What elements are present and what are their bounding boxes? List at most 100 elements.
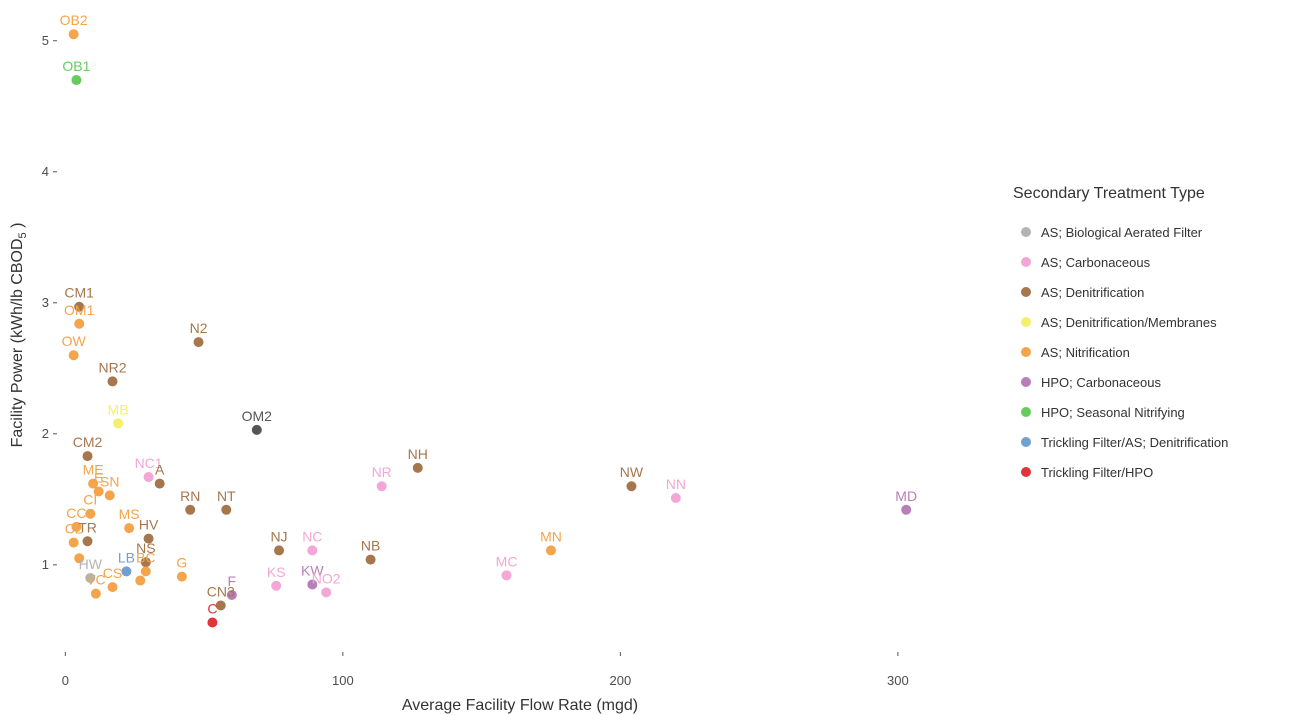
x-tick-label: 200 <box>610 673 632 688</box>
point-label: VC <box>86 572 105 588</box>
data-point <box>501 570 512 581</box>
legend-label: AS; Carbonaceous <box>1041 254 1151 270</box>
legend-label: HPO; Seasonal Nitrifying <box>1041 404 1185 420</box>
data-point <box>221 504 232 515</box>
point-label: KS <box>267 564 286 580</box>
data-point <box>82 536 93 547</box>
data-points <box>68 29 912 628</box>
y-tick-label: 3 <box>42 295 49 310</box>
legend-label: AS; Denitrification <box>1041 284 1145 300</box>
data-point <box>274 545 285 556</box>
data-point <box>71 521 82 532</box>
data-point <box>307 545 318 556</box>
data-point <box>88 478 99 489</box>
y-tick-label: 2 <box>42 426 49 441</box>
point-label: RN <box>180 488 200 504</box>
point-label: CC <box>66 505 86 521</box>
legend-items: AS; Biological Aerated Filter AS; Carbona… <box>1013 217 1228 487</box>
point-label: TR <box>78 519 97 535</box>
point-label: SN <box>100 473 119 489</box>
data-point <box>412 462 423 473</box>
data-point <box>104 490 115 501</box>
data-point <box>85 508 96 519</box>
point-label: OB2 <box>60 12 88 28</box>
y-tick-label: 5 <box>42 33 49 48</box>
point-label: OM2 <box>242 408 273 424</box>
data-point <box>670 493 681 504</box>
point-label: CI <box>83 492 97 508</box>
data-point <box>143 533 154 544</box>
data-point <box>135 575 146 586</box>
legend-item: Trickling Filter/AS; Denitrification <box>1013 427 1228 457</box>
x-axis-title: Average Facility Flow Rate (mgd) <box>402 697 638 714</box>
data-point <box>271 580 282 591</box>
data-point <box>107 376 118 387</box>
point-label: NN <box>666 476 686 492</box>
data-point <box>71 75 82 86</box>
legend-swatch <box>1021 317 1031 327</box>
point-label: NS <box>136 540 155 556</box>
legend-item: AS; Carbonaceous <box>1013 247 1228 277</box>
legend-item: AS; Biological Aerated Filter <box>1013 217 1228 247</box>
point-label: NT <box>217 488 236 504</box>
data-point <box>124 523 135 534</box>
legend: Secondary Treatment Type AS; Biological … <box>1013 185 1228 487</box>
data-point <box>93 486 104 497</box>
legend-swatch <box>1021 227 1031 237</box>
data-point <box>68 29 79 40</box>
data-point <box>207 617 218 628</box>
point-label: MN <box>540 528 562 544</box>
point-label: HW <box>79 556 103 572</box>
y-axis-title: Facility Power (kWh/lb CBOD5 ) <box>9 223 29 448</box>
point-label: LB <box>118 549 135 565</box>
y-axis: 1 2 3 4 5 <box>42 33 57 572</box>
data-point <box>85 572 96 583</box>
legend-swatch <box>1021 287 1031 297</box>
point-label: CM1 <box>64 285 94 301</box>
y-axis-title-end: ) <box>9 223 26 233</box>
y-axis-title-main: Facility Power (kWh/lb CBOD <box>9 238 26 447</box>
x-axis: 0 100 200 300 <box>62 652 909 688</box>
legend-item: AS; Nitrification <box>1013 337 1228 367</box>
data-point <box>154 478 165 489</box>
point-label: NC <box>302 528 322 544</box>
data-point <box>176 571 187 582</box>
data-point <box>140 566 151 577</box>
point-label: CN3 <box>207 583 235 599</box>
legend-item: AS; Denitrification/Membranes <box>1013 307 1228 337</box>
point-label: NB <box>361 538 380 554</box>
data-point <box>193 337 204 348</box>
point-label: CL <box>65 521 83 537</box>
legend-label: AS; Denitrification/Membranes <box>1041 314 1217 330</box>
data-point <box>107 582 118 593</box>
point-label: KW <box>301 562 324 578</box>
point-label: E <box>94 469 103 485</box>
data-point <box>143 472 154 483</box>
y-axis-title-subscript: 5 <box>17 232 29 238</box>
data-point <box>185 504 196 515</box>
data-point <box>901 504 912 515</box>
point-label: NO2 <box>312 570 341 586</box>
point-label: NJ <box>270 528 287 544</box>
point-label: CM2 <box>73 434 103 450</box>
data-point <box>74 553 85 564</box>
legend-swatch <box>1021 377 1031 387</box>
point-label: CS <box>103 565 122 581</box>
x-tick-label: 100 <box>332 673 354 688</box>
data-point <box>545 545 556 556</box>
legend-swatch <box>1021 437 1031 447</box>
point-label: HV <box>139 517 159 533</box>
data-point <box>226 589 237 600</box>
point-label: OB1 <box>62 58 90 74</box>
legend-label: Trickling Filter/HPO <box>1041 464 1154 480</box>
point-label: F <box>228 573 237 589</box>
legend-swatch <box>1021 407 1031 417</box>
legend-item: HPO; Carbonaceous <box>1013 367 1228 397</box>
point-label: G <box>176 555 187 571</box>
point-label: MC <box>496 553 518 569</box>
legend-item: Trickling Filter/HPO <box>1013 457 1228 487</box>
data-point <box>215 600 226 611</box>
point-label: ME <box>83 462 104 478</box>
